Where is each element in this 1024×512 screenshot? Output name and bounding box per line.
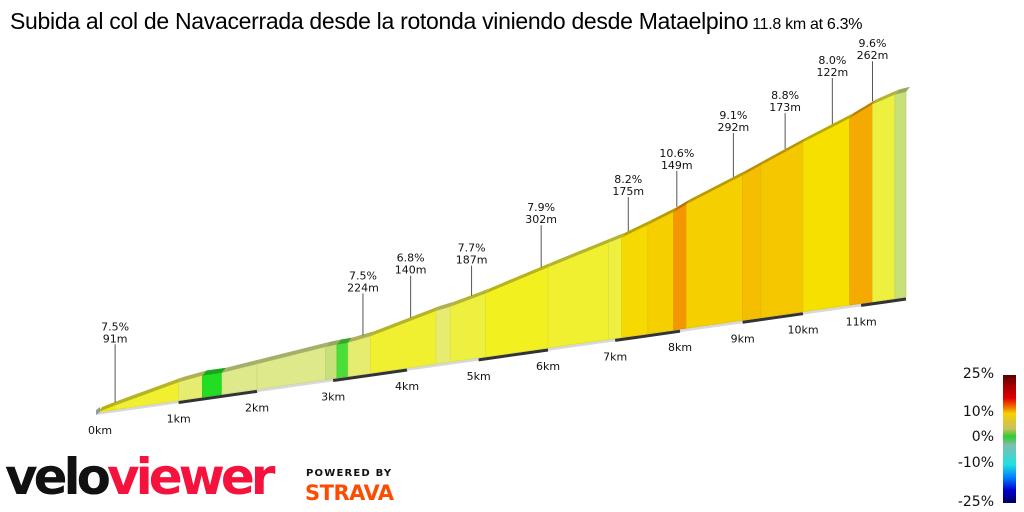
km-band bbox=[614, 329, 681, 342]
gradient-segment bbox=[647, 211, 674, 335]
segment-top-face bbox=[548, 237, 613, 268]
title-text: Subida al col de Navacerrada desde la ro… bbox=[10, 8, 749, 34]
annotation-length: 262m bbox=[857, 49, 889, 62]
gradient-legend-bar bbox=[1003, 375, 1016, 503]
segment-top-face bbox=[647, 206, 678, 225]
gradient-segment bbox=[608, 236, 623, 340]
start-cap bbox=[96, 407, 100, 415]
segment-top-face bbox=[202, 367, 227, 376]
annotation-length: 173m bbox=[769, 101, 801, 114]
km-tick-label: 4km bbox=[395, 380, 419, 393]
annotation-gradient: 8.0% bbox=[818, 54, 846, 67]
annotation-gradient: 9.1% bbox=[719, 109, 747, 122]
gradient-segment bbox=[347, 335, 371, 377]
chart-title: Subida al col de Navacerrada desde la ro… bbox=[10, 8, 862, 35]
km-tick-label: 0km bbox=[88, 424, 112, 437]
annotation-gradient: 8.8% bbox=[771, 89, 799, 102]
annotation-gradient: 7.9% bbox=[527, 201, 555, 214]
annotation-length: 149m bbox=[661, 159, 693, 172]
annotation-length: 140m bbox=[395, 264, 427, 277]
segment-top-face bbox=[257, 341, 330, 365]
segment-top-face bbox=[673, 199, 691, 212]
segment-top-face bbox=[370, 305, 440, 337]
annotation-length: 292m bbox=[718, 121, 750, 134]
km-tick-label: 10km bbox=[787, 324, 818, 337]
segment-top-face bbox=[435, 301, 455, 311]
segment-top-face bbox=[336, 337, 353, 345]
gradient-segment bbox=[673, 203, 687, 331]
km-tick-label: 11km bbox=[846, 315, 877, 328]
gradient-segment bbox=[202, 372, 223, 398]
annotation-gradient: 7.5% bbox=[349, 269, 377, 282]
legend-label: 25% bbox=[962, 366, 994, 382]
segment-top-face bbox=[450, 288, 490, 307]
segment-top-face bbox=[760, 137, 807, 166]
segment-top-face bbox=[686, 170, 747, 205]
legend-label: -10% bbox=[957, 455, 994, 471]
segment-top-face bbox=[742, 160, 765, 176]
strava-logo: STRAVA bbox=[305, 481, 394, 505]
legend-label: 10% bbox=[962, 404, 994, 420]
logo-viewer: viewer bbox=[107, 448, 275, 506]
km-band bbox=[478, 348, 549, 362]
segment-top-face bbox=[114, 377, 183, 406]
km-tick-label: 5km bbox=[467, 370, 491, 383]
segment-top-face bbox=[849, 99, 877, 118]
segment-top-face bbox=[872, 89, 899, 105]
legend-label: 0% bbox=[971, 429, 994, 445]
powered-by-text: POWERED BY bbox=[306, 468, 393, 479]
segment-top-face bbox=[485, 262, 552, 294]
segment-top-face bbox=[894, 86, 911, 95]
km-tick-label: 9km bbox=[731, 332, 755, 345]
veloviewer-logo: veloviewer bbox=[5, 452, 275, 502]
segment-top-face bbox=[348, 331, 375, 343]
km-band bbox=[742, 312, 804, 324]
segment-top-face bbox=[222, 359, 261, 373]
annotation-gradient: 9.6% bbox=[859, 37, 887, 50]
gradient-segment bbox=[894, 91, 907, 299]
annotation-gradient: 7.5% bbox=[101, 320, 129, 333]
annotation-gradient: 6.8% bbox=[397, 252, 425, 265]
segment-top-face bbox=[608, 232, 626, 243]
gradient-segment bbox=[802, 117, 850, 313]
gradient-segment bbox=[621, 224, 649, 338]
km-tick-label: 1km bbox=[167, 413, 191, 426]
km-tick-label: 3km bbox=[321, 391, 345, 404]
gradient-segment bbox=[325, 344, 338, 380]
annotation-gradient: 7.7% bbox=[458, 242, 486, 255]
annotation-length: 302m bbox=[525, 213, 557, 226]
annotation-gradient: 8.2% bbox=[614, 173, 642, 186]
segment-top-face bbox=[178, 370, 207, 383]
climb-summary: 11.8 km at 6.3% bbox=[752, 16, 863, 33]
km-tick-label: 7km bbox=[603, 350, 627, 363]
annotation-length: 91m bbox=[103, 332, 128, 345]
segment-top-face bbox=[803, 112, 854, 143]
gradient-segment bbox=[742, 164, 762, 321]
legend-label: -25% bbox=[957, 494, 994, 510]
gradient-segment bbox=[485, 266, 549, 358]
km-band bbox=[332, 368, 408, 383]
km-tick-label: 6km bbox=[536, 360, 560, 373]
km-tick-label: 8km bbox=[668, 341, 692, 354]
annotation-length: 175m bbox=[612, 185, 644, 198]
annotation-length: 122m bbox=[816, 66, 848, 79]
gradient-segment bbox=[435, 306, 451, 365]
gradient-segment bbox=[872, 93, 896, 303]
segment-top-face bbox=[98, 400, 119, 412]
segment-top-face bbox=[621, 219, 652, 238]
logo-velo: velo bbox=[5, 448, 111, 506]
annotation-length: 187m bbox=[456, 254, 488, 267]
km-tick-label: 2km bbox=[245, 401, 269, 414]
annotation-length: 224m bbox=[347, 281, 379, 294]
gradient-segment bbox=[849, 103, 873, 306]
km-band bbox=[860, 297, 907, 307]
gradient-segment bbox=[336, 342, 349, 379]
annotation-gradient: 10.6% bbox=[659, 147, 694, 160]
segment-top-face bbox=[325, 339, 341, 347]
gradient-segment bbox=[547, 242, 609, 349]
km-band bbox=[178, 389, 258, 405]
gradient-segment bbox=[760, 141, 804, 319]
